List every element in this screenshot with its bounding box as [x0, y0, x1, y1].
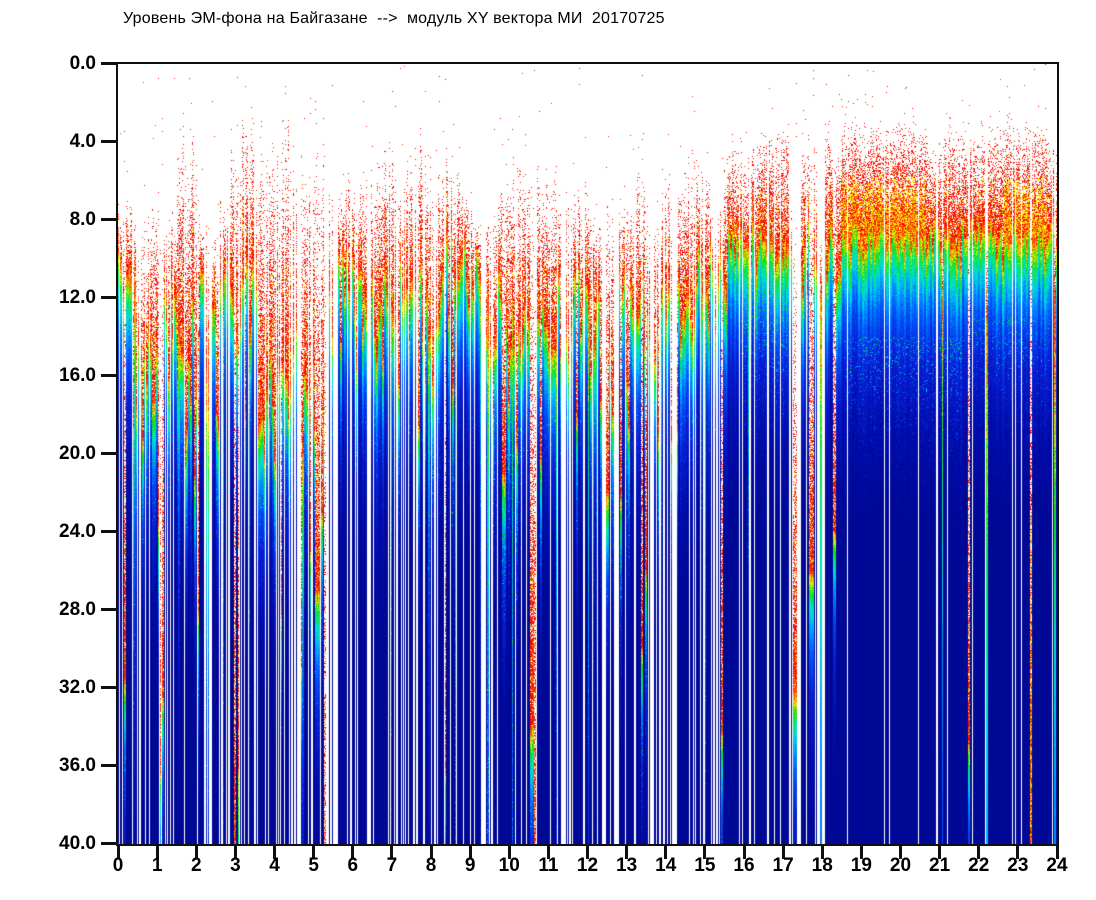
y-tick	[101, 296, 116, 299]
y-tick	[101, 608, 116, 611]
x-tick-label: 9	[464, 855, 476, 876]
x-tick	[312, 846, 316, 859]
x-tick-label: 8	[425, 855, 437, 876]
x-tick	[429, 846, 433, 859]
x-tick-label: 4	[269, 855, 280, 876]
y-tick-label: 4.0	[69, 131, 96, 152]
x-tick	[468, 846, 472, 859]
x-tick	[116, 846, 120, 859]
x-tick-label: 3	[230, 855, 241, 876]
chart-title: Уровень ЭМ-фона на Байгазане --> модуль …	[123, 10, 665, 27]
x-tick-label: 7	[386, 855, 398, 876]
x-tick	[781, 846, 785, 859]
x-tick-label: 22	[968, 855, 990, 876]
x-tick-label: 5	[308, 855, 319, 876]
x-tick-label: 1	[151, 855, 163, 876]
y-tick-label: 8.0	[69, 209, 96, 230]
x-tick-label: 6	[347, 855, 359, 876]
x-tick-label: 20	[889, 855, 912, 876]
x-tick-label: 11	[538, 855, 559, 876]
x-tick-label: 19	[850, 855, 872, 876]
x-tick	[507, 846, 511, 859]
x-tick	[155, 846, 159, 859]
y-tick-label: 40.0	[59, 833, 96, 854]
y-tick	[101, 452, 116, 455]
x-tick	[625, 846, 629, 859]
x-tick	[859, 846, 863, 859]
spectrogram-canvas	[118, 64, 1057, 844]
x-tick-label: 10	[498, 855, 520, 876]
x-tick-label: 15	[694, 855, 716, 876]
x-tick	[1055, 846, 1059, 859]
y-tick-label: 12.0	[59, 287, 96, 308]
x-tick	[233, 846, 237, 859]
y-tick-label: 16.0	[59, 365, 96, 386]
x-tick-label: 0	[112, 855, 124, 876]
x-tick-label: 24	[1046, 855, 1068, 876]
y-tick-label: 28.0	[59, 599, 96, 620]
y-tick	[101, 686, 116, 689]
y-tick	[101, 842, 116, 845]
x-tick	[586, 846, 589, 859]
x-tick	[194, 846, 198, 859]
x-tick	[1016, 846, 1020, 859]
x-tick	[977, 846, 981, 859]
x-tick-label: 14	[655, 855, 677, 876]
y-tick	[101, 374, 116, 377]
x-tick	[742, 846, 746, 859]
x-tick-label: 16	[733, 855, 755, 876]
y-tick-label: 20.0	[59, 443, 96, 464]
y-tick	[101, 218, 116, 221]
x-tick-label: 17	[772, 855, 794, 876]
y-tick-label: 36.0	[59, 755, 96, 776]
x-tick-label: 13	[616, 855, 638, 876]
x-tick-label: 21	[929, 855, 951, 876]
y-tick-label: 0.0	[69, 53, 96, 74]
x-tick	[899, 846, 902, 859]
x-tick-label: 2	[190, 855, 202, 876]
x-tick	[703, 846, 707, 859]
y-tick	[101, 62, 116, 65]
x-tick-label: 18	[811, 855, 833, 876]
x-tick	[351, 846, 355, 859]
y-tick	[101, 140, 116, 143]
y-tick-label: 24.0	[59, 521, 96, 542]
x-tick	[664, 846, 668, 859]
y-tick-label: 32.0	[59, 677, 96, 698]
x-tick	[938, 846, 942, 859]
y-tick	[101, 764, 116, 767]
x-tick	[546, 846, 550, 859]
x-tick-label: 12	[576, 855, 599, 876]
x-tick	[820, 846, 824, 859]
x-tick	[273, 846, 276, 859]
x-tick-label: 23	[1007, 855, 1029, 876]
x-tick	[390, 846, 394, 859]
y-tick	[101, 530, 116, 533]
